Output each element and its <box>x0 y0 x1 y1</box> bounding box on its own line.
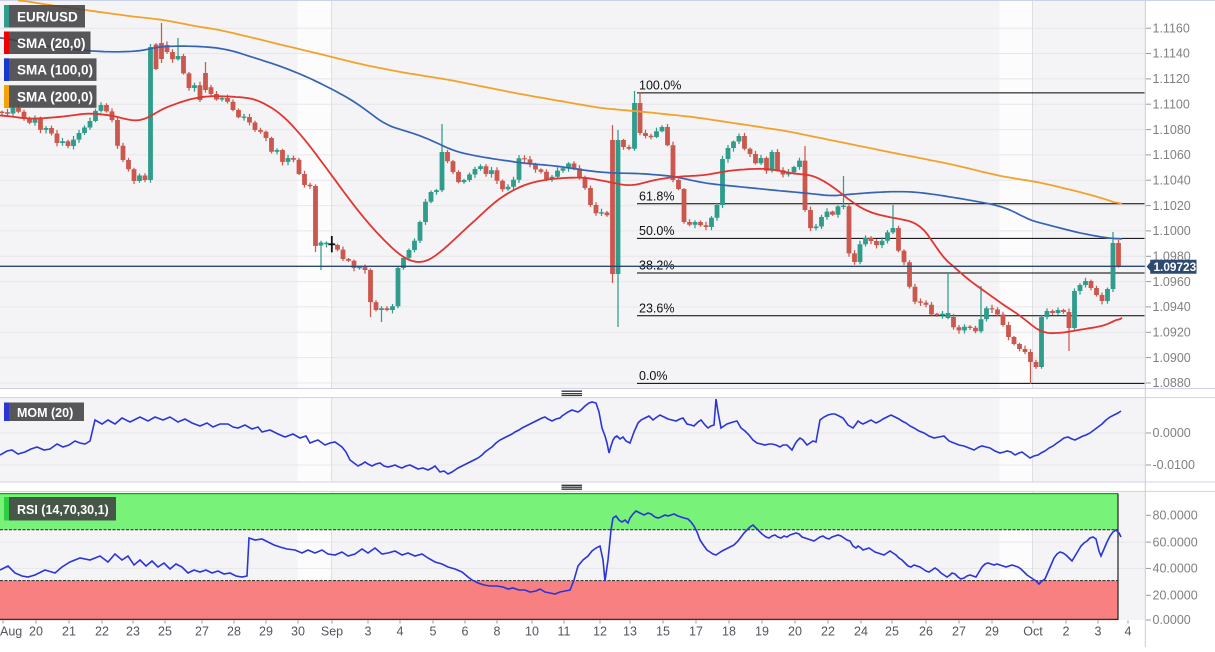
svg-text:12: 12 <box>593 625 607 639</box>
svg-text:1.0900: 1.0900 <box>1153 351 1191 365</box>
svg-text:SMA (200,0): SMA (200,0) <box>17 90 93 105</box>
svg-text:21: 21 <box>62 625 76 639</box>
svg-text:1.1120: 1.1120 <box>1153 72 1190 86</box>
svg-text:Sep: Sep <box>321 625 343 639</box>
svg-text:22: 22 <box>821 625 835 639</box>
svg-text:38.2%: 38.2% <box>639 259 674 273</box>
svg-text:2: 2 <box>1063 625 1070 639</box>
svg-text:30: 30 <box>291 625 305 639</box>
svg-text:24: 24 <box>854 625 868 639</box>
svg-text:29: 29 <box>985 625 999 639</box>
svg-text:25: 25 <box>158 625 172 639</box>
svg-text:1.1160: 1.1160 <box>1153 21 1190 35</box>
svg-text:1.1080: 1.1080 <box>1153 123 1191 137</box>
svg-text:4: 4 <box>397 625 404 639</box>
svg-text:3: 3 <box>365 625 372 639</box>
svg-text:13: 13 <box>623 625 637 639</box>
svg-text:EUR/USD: EUR/USD <box>17 9 78 24</box>
svg-text:1.1000: 1.1000 <box>1153 224 1191 238</box>
svg-text:22: 22 <box>95 625 109 639</box>
svg-text:23: 23 <box>126 625 140 639</box>
svg-text:28: 28 <box>227 625 241 639</box>
svg-text:27: 27 <box>195 625 209 639</box>
svg-text:10: 10 <box>525 625 539 639</box>
svg-text:0.0000: 0.0000 <box>1153 426 1191 440</box>
svg-text:23.6%: 23.6% <box>639 301 674 315</box>
svg-text:Oct: Oct <box>1023 625 1043 639</box>
svg-text:3: 3 <box>1095 625 1102 639</box>
svg-text:SMA (20,0): SMA (20,0) <box>17 36 86 51</box>
svg-text:-0.0100: -0.0100 <box>1153 458 1195 472</box>
svg-text:SMA (100,0): SMA (100,0) <box>17 63 93 78</box>
svg-text:MOM (20): MOM (20) <box>17 406 73 420</box>
svg-text:100.0%: 100.0% <box>639 78 681 92</box>
svg-text:1.09723: 1.09723 <box>1154 260 1197 274</box>
svg-text:80.0000: 80.0000 <box>1153 509 1198 523</box>
svg-text:15: 15 <box>656 625 670 639</box>
svg-text:Aug: Aug <box>0 625 22 639</box>
svg-text:29: 29 <box>259 625 273 639</box>
svg-text:1.0940: 1.0940 <box>1153 300 1191 314</box>
svg-text:5: 5 <box>430 625 437 639</box>
svg-text:26: 26 <box>919 625 933 639</box>
svg-text:20: 20 <box>29 625 43 639</box>
svg-text:20.0000: 20.0000 <box>1153 589 1198 603</box>
svg-text:40.0000: 40.0000 <box>1153 562 1198 576</box>
svg-text:0.0%: 0.0% <box>639 369 668 383</box>
svg-text:1.1020: 1.1020 <box>1153 199 1191 213</box>
svg-text:17: 17 <box>689 625 703 639</box>
svg-text:19: 19 <box>755 625 769 639</box>
svg-text:11: 11 <box>558 625 571 639</box>
svg-text:60.0000: 60.0000 <box>1153 535 1198 549</box>
svg-text:1.1040: 1.1040 <box>1153 173 1191 187</box>
svg-text:18: 18 <box>722 625 736 639</box>
svg-text:1.1140: 1.1140 <box>1153 47 1190 61</box>
svg-text:RSI (14,70,30,1): RSI (14,70,30,1) <box>17 503 109 517</box>
svg-text:1.1060: 1.1060 <box>1153 148 1191 162</box>
svg-text:50.0%: 50.0% <box>639 224 674 238</box>
svg-text:20: 20 <box>788 625 802 639</box>
svg-text:0.0000: 0.0000 <box>1153 613 1191 627</box>
svg-text:1.0920: 1.0920 <box>1153 326 1191 340</box>
svg-text:1.1100: 1.1100 <box>1153 97 1190 111</box>
svg-text:6: 6 <box>462 625 469 639</box>
svg-text:61.8%: 61.8% <box>639 189 674 203</box>
svg-text:8: 8 <box>494 625 501 639</box>
svg-text:4: 4 <box>1125 625 1132 639</box>
svg-text:27: 27 <box>952 625 966 639</box>
svg-text:25: 25 <box>885 625 899 639</box>
svg-text:1.0960: 1.0960 <box>1153 275 1191 289</box>
svg-text:1.0880: 1.0880 <box>1153 376 1191 390</box>
